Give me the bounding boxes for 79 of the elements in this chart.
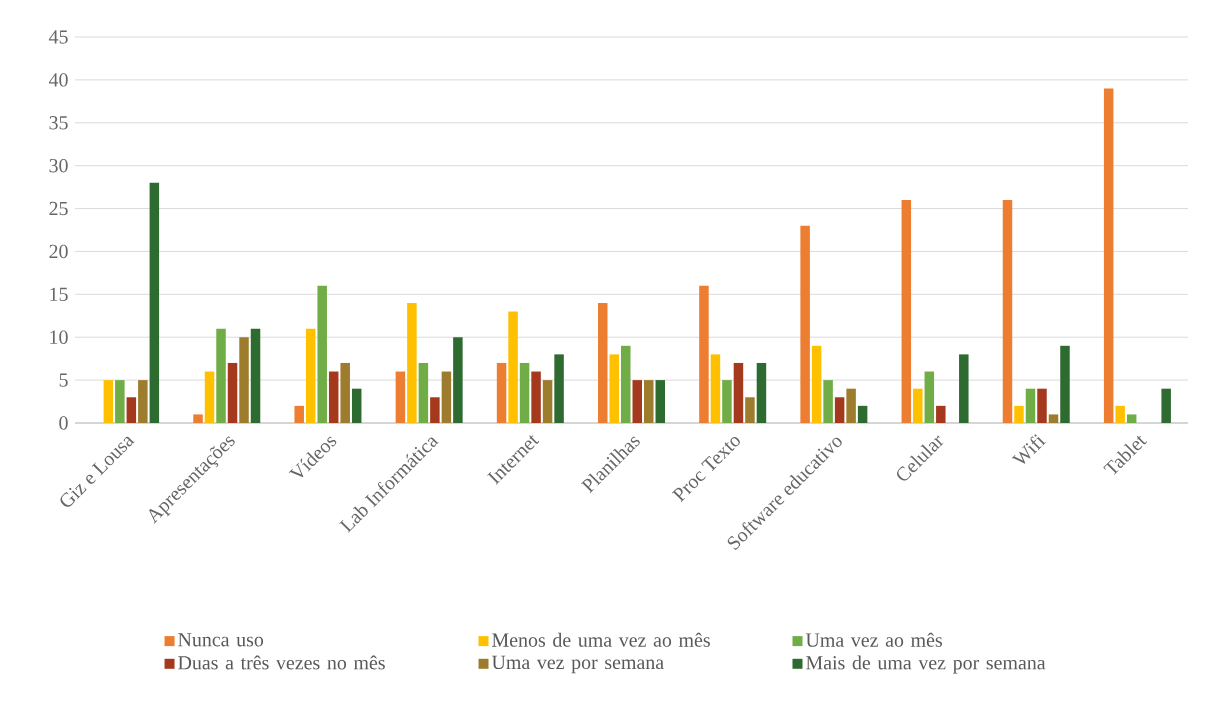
bar	[644, 380, 654, 423]
bar	[126, 397, 137, 423]
bar	[317, 285, 327, 423]
bar	[149, 182, 160, 423]
bar	[227, 362, 238, 423]
bar	[138, 380, 148, 423]
bar	[1126, 414, 1137, 423]
bar	[857, 405, 868, 423]
y-tick-label: 30	[49, 158, 68, 173]
bar	[846, 388, 856, 423]
bar	[496, 362, 507, 423]
bar	[340, 362, 350, 423]
bar	[834, 397, 845, 423]
bar	[745, 397, 755, 423]
y-tick-label: 35	[49, 116, 68, 130]
x-tick-label: Wifi	[1011, 434, 1046, 464]
bar	[699, 285, 709, 423]
bar	[542, 380, 553, 423]
bar	[811, 345, 822, 423]
bar	[655, 380, 666, 423]
bar	[250, 328, 261, 423]
bar	[441, 371, 452, 423]
y-tick-label: 15	[50, 287, 68, 301]
bar	[959, 354, 969, 423]
bar	[609, 354, 620, 423]
y-tick-label: 20	[49, 244, 68, 259]
bar	[1161, 388, 1171, 423]
legend-label: Mais de uma vez por semana	[806, 655, 1046, 674]
bar	[519, 362, 530, 423]
bar	[632, 380, 643, 423]
bar	[823, 380, 833, 423]
legend-label: Duas a três vezes no mês	[178, 655, 385, 670]
y-tick-label: 25	[49, 201, 68, 216]
bar	[756, 362, 767, 423]
bar	[598, 302, 608, 423]
bar	[1060, 345, 1070, 423]
y-tick-label: 40	[48, 73, 68, 87]
bar	[733, 362, 744, 423]
legend-label: Uma vez ao mês	[805, 632, 942, 647]
bar	[924, 371, 935, 423]
bar	[418, 362, 429, 423]
bar	[395, 371, 406, 423]
bar	[1048, 414, 1059, 423]
y-tick-label: 0	[59, 416, 68, 430]
bar	[1037, 388, 1047, 423]
bar	[722, 380, 732, 423]
bar	[936, 405, 946, 423]
bar	[710, 354, 721, 423]
bar	[239, 337, 249, 423]
y-tick-label: 45	[48, 30, 68, 44]
legend-label: Nunca uso	[178, 633, 264, 647]
bar	[103, 380, 114, 423]
bar	[1115, 405, 1125, 423]
bar	[305, 328, 316, 423]
bar	[913, 388, 923, 423]
legend-label: Menos de uma vez ao mês	[492, 632, 710, 647]
bar	[115, 380, 125, 423]
y-tick-label: 10	[50, 330, 68, 344]
bar	[328, 371, 339, 423]
bar	[621, 345, 631, 423]
bar	[430, 397, 440, 423]
bar	[1014, 405, 1024, 423]
bar	[216, 328, 226, 423]
bar	[453, 337, 463, 423]
legend-label: Uma vez por semana	[491, 655, 664, 674]
bar	[554, 354, 564, 423]
bar	[531, 371, 541, 423]
bar	[204, 371, 215, 423]
bar	[1103, 88, 1114, 423]
bar	[901, 199, 912, 423]
bar	[1002, 199, 1013, 423]
bar	[508, 311, 518, 423]
bar	[351, 388, 362, 423]
bar	[800, 225, 810, 423]
y-tick-label: 5	[59, 373, 68, 387]
bar	[193, 414, 203, 423]
bar	[1025, 388, 1036, 423]
bar	[407, 302, 417, 423]
bar	[294, 405, 304, 423]
